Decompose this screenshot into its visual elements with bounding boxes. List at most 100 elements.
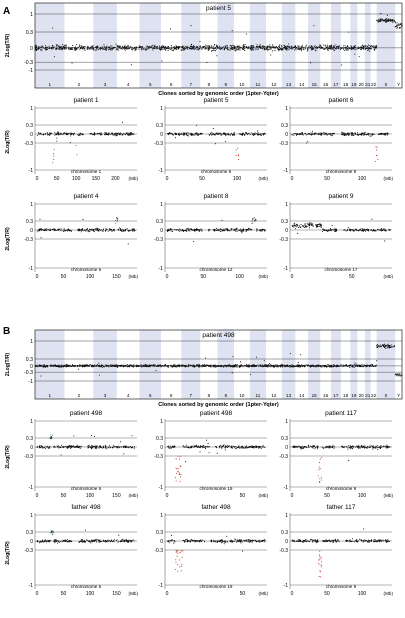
data-point bbox=[241, 229, 243, 231]
data-point bbox=[239, 447, 241, 449]
data-point bbox=[87, 231, 89, 233]
data-point bbox=[401, 373, 403, 375]
data-point bbox=[178, 473, 180, 475]
data-point bbox=[379, 18, 382, 20]
data-point bbox=[367, 44, 370, 46]
chromosome-label: 15 bbox=[312, 82, 318, 87]
data-point bbox=[167, 45, 169, 48]
data-point bbox=[401, 23, 403, 25]
data-point bbox=[225, 141, 227, 143]
chromosome-label: 3 bbox=[104, 393, 107, 398]
data-point bbox=[218, 133, 220, 135]
y-tick-label: 0.3 bbox=[26, 357, 33, 363]
data-point bbox=[108, 228, 110, 230]
data-point bbox=[215, 133, 218, 135]
data-point bbox=[101, 230, 103, 232]
data-point bbox=[323, 229, 325, 231]
data-point bbox=[80, 47, 82, 49]
data-point bbox=[167, 230, 169, 232]
data-point bbox=[193, 48, 195, 50]
chromosome-label: 19 bbox=[351, 82, 357, 87]
data-point bbox=[174, 365, 176, 367]
y-tick-label: 0 bbox=[160, 445, 163, 451]
y-tick-label: 0 bbox=[30, 364, 33, 370]
data-point bbox=[118, 445, 120, 447]
data-point bbox=[119, 365, 122, 368]
data-point bbox=[355, 363, 357, 365]
chromosome-band bbox=[330, 330, 341, 399]
data-point bbox=[245, 132, 247, 134]
data-point bbox=[378, 19, 380, 21]
data-point bbox=[291, 45, 293, 47]
data-point bbox=[154, 44, 156, 46]
data-point bbox=[91, 365, 93, 368]
data-point bbox=[379, 19, 381, 21]
data-point bbox=[227, 365, 229, 367]
data-point bbox=[284, 46, 286, 48]
data-point bbox=[274, 49, 276, 52]
data-point bbox=[350, 229, 352, 231]
data-point bbox=[377, 229, 379, 231]
data-point bbox=[108, 366, 110, 368]
data-point bbox=[76, 47, 78, 49]
data-point bbox=[132, 228, 134, 230]
data-point bbox=[294, 45, 296, 47]
data-point bbox=[344, 49, 346, 51]
data-point bbox=[358, 230, 360, 232]
data-point bbox=[202, 47, 204, 49]
data-point bbox=[162, 45, 164, 47]
data-point bbox=[110, 364, 112, 366]
data-point bbox=[312, 225, 314, 227]
data-point bbox=[384, 344, 386, 347]
data-point bbox=[295, 45, 297, 48]
data-point bbox=[69, 229, 71, 232]
data-point bbox=[80, 229, 82, 231]
data-point bbox=[52, 27, 54, 29]
data-point bbox=[252, 46, 255, 49]
data-point bbox=[324, 133, 327, 135]
data-point bbox=[338, 45, 340, 47]
data-point bbox=[246, 364, 248, 366]
data-point bbox=[131, 365, 133, 367]
data-point bbox=[105, 446, 107, 448]
data-point bbox=[70, 447, 72, 449]
data-point bbox=[360, 364, 362, 366]
data-point bbox=[58, 228, 60, 230]
data-point bbox=[386, 19, 388, 21]
data-point bbox=[393, 345, 395, 347]
data-point bbox=[206, 364, 208, 366]
data-point bbox=[37, 445, 39, 447]
data-point bbox=[177, 229, 179, 231]
data-point bbox=[354, 45, 356, 47]
data-point bbox=[240, 364, 242, 366]
data-point bbox=[77, 229, 79, 231]
data-point bbox=[180, 133, 182, 135]
data-point bbox=[168, 366, 170, 368]
data-point bbox=[124, 230, 126, 232]
data-point bbox=[159, 46, 161, 48]
data-point bbox=[55, 134, 58, 136]
data-point bbox=[207, 49, 209, 51]
data-point bbox=[225, 134, 227, 137]
data-point bbox=[354, 46, 356, 48]
data-point bbox=[262, 45, 265, 47]
data-point bbox=[198, 230, 200, 233]
chromosome-band bbox=[93, 330, 117, 399]
data-point bbox=[57, 131, 59, 133]
data-point bbox=[261, 446, 263, 448]
data-point bbox=[304, 224, 306, 226]
data-point bbox=[310, 364, 312, 366]
data-point bbox=[192, 48, 195, 50]
data-point bbox=[66, 46, 68, 48]
data-point bbox=[78, 228, 80, 230]
data-point bbox=[123, 133, 125, 135]
data-point bbox=[369, 229, 371, 231]
data-point bbox=[246, 229, 248, 231]
data-point bbox=[196, 444, 198, 446]
data-point bbox=[65, 44, 67, 47]
data-point bbox=[124, 134, 127, 136]
data-point bbox=[205, 365, 207, 367]
chromosome-label: 8 bbox=[208, 82, 211, 87]
data-point bbox=[198, 365, 200, 367]
